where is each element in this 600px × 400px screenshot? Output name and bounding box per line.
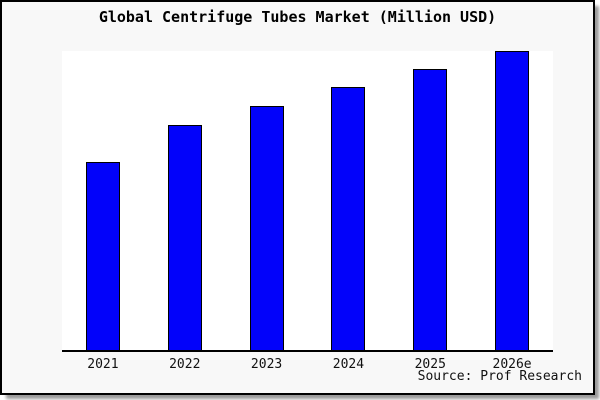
bar-2025 <box>413 69 448 350</box>
bar-2021 <box>85 162 120 350</box>
chart-frame: Global Centrifuge Tubes Market (Million … <box>0 0 595 395</box>
source-attribution: Source: Prof Research <box>417 369 582 384</box>
x-tick-label-2021: 2021 <box>87 357 119 372</box>
bar-2026e <box>495 51 530 350</box>
chart-title: Global Centrifuge Tubes Market (Million … <box>98 8 497 26</box>
x-tick-label-2025: 2025 <box>414 357 446 372</box>
x-tick-label-2023: 2023 <box>250 357 283 372</box>
bar-2023 <box>249 106 284 350</box>
x-tick-label-2024: 2024 <box>332 357 365 372</box>
x-tick-label-2022: 2022 <box>169 357 201 372</box>
bar-2024 <box>331 87 366 350</box>
bar-2022 <box>167 125 202 350</box>
plot-area <box>62 51 553 352</box>
x-tick-label-2026e: 2026e <box>492 357 532 372</box>
